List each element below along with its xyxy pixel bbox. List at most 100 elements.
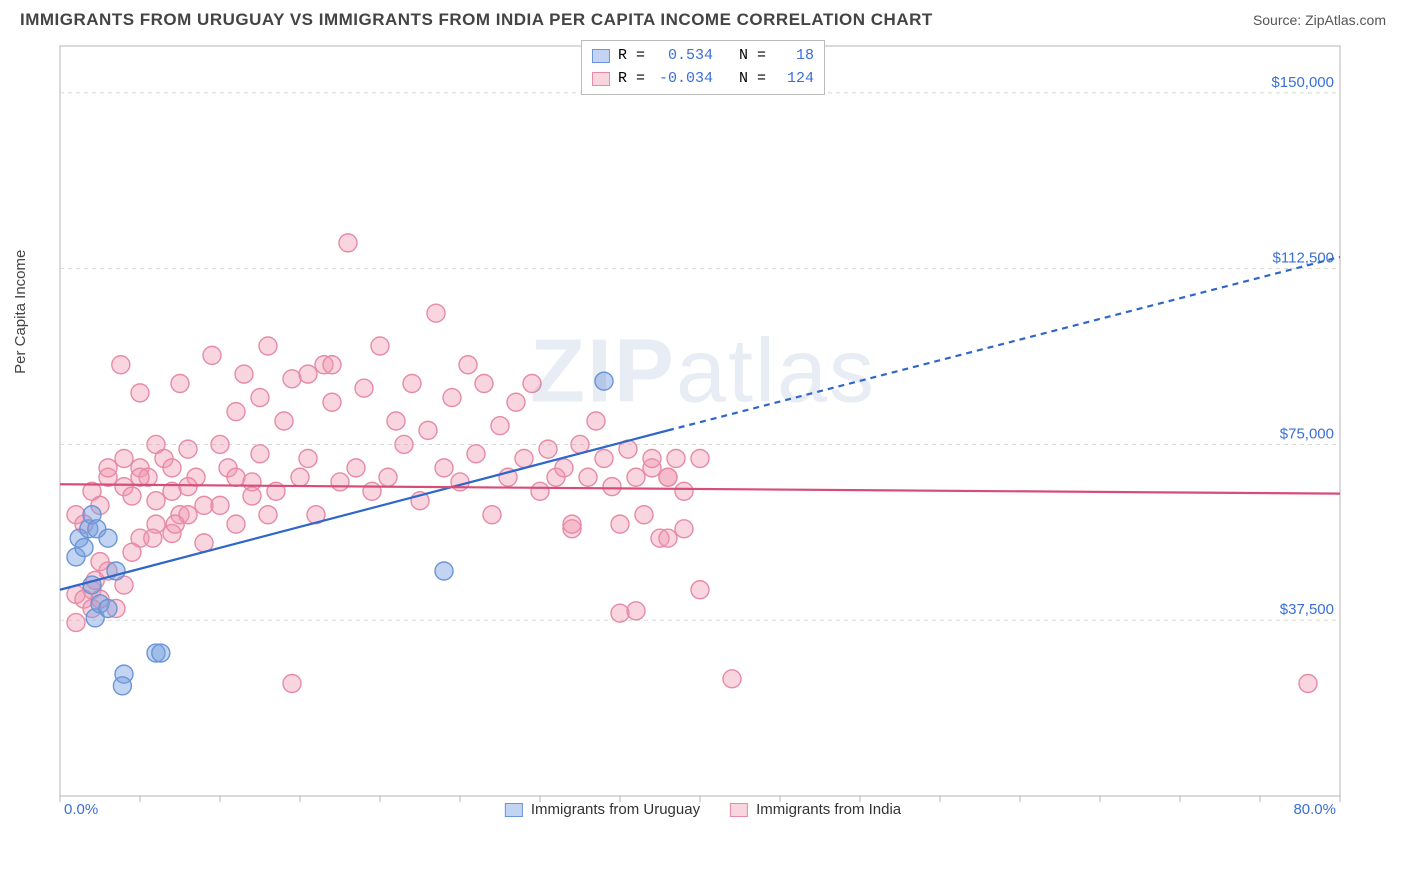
- data-point: [235, 365, 253, 383]
- data-point: [595, 372, 613, 390]
- data-point: [171, 375, 189, 393]
- data-point: [203, 346, 221, 364]
- legend-n-value: 18: [774, 45, 814, 68]
- data-point: [435, 459, 453, 477]
- data-point: [427, 304, 445, 322]
- data-point: [131, 384, 149, 402]
- data-point: [339, 234, 357, 252]
- data-point: [123, 487, 141, 505]
- data-point: [331, 473, 349, 491]
- data-point: [163, 459, 181, 477]
- svg-text:$37,500: $37,500: [1280, 601, 1334, 618]
- data-point: [147, 492, 165, 510]
- legend-r-label: R =: [618, 68, 645, 91]
- data-point: [227, 468, 245, 486]
- legend-stats: R = 0.534 N = 18R = -0.034 N = 124: [581, 40, 825, 95]
- data-point: [227, 403, 245, 421]
- data-point: [91, 553, 109, 571]
- data-point: [611, 604, 629, 622]
- data-point: [491, 417, 509, 435]
- data-point: [531, 482, 549, 500]
- data-point: [539, 440, 557, 458]
- data-point: [659, 529, 677, 547]
- data-point: [595, 450, 613, 468]
- data-point: [419, 421, 437, 439]
- data-point: [643, 450, 661, 468]
- data-point: [603, 478, 621, 496]
- data-point: [195, 534, 213, 552]
- data-point: [147, 435, 165, 453]
- data-point: [387, 412, 405, 430]
- data-point: [99, 600, 117, 618]
- data-point: [166, 515, 184, 533]
- source-label: Source: ZipAtlas.com: [1253, 12, 1386, 28]
- data-point: [144, 529, 162, 547]
- data-point: [179, 440, 197, 458]
- data-point: [259, 337, 277, 355]
- data-point: [243, 487, 261, 505]
- legend-r-label: R =: [618, 45, 645, 68]
- title-bar: IMMIGRANTS FROM URUGUAY VS IMMIGRANTS FR…: [0, 0, 1406, 36]
- svg-text:$150,000: $150,000: [1271, 74, 1334, 91]
- legend-n-value: 124: [774, 68, 814, 91]
- data-point: [75, 539, 93, 557]
- data-point: [635, 506, 653, 524]
- data-point: [251, 445, 269, 463]
- data-point: [523, 375, 541, 393]
- data-point: [515, 450, 533, 468]
- data-point: [347, 459, 365, 477]
- data-point: [323, 356, 341, 374]
- data-point: [675, 520, 693, 538]
- data-point: [179, 478, 197, 496]
- data-point: [227, 515, 245, 533]
- data-point: [99, 529, 117, 547]
- data-point: [99, 459, 117, 477]
- legend-n-label: N =: [721, 45, 766, 68]
- data-point: [435, 562, 453, 580]
- chart-container: Per Capita Income $37,500$75,000$112,500…: [20, 36, 1386, 836]
- data-point: [123, 543, 141, 561]
- data-point: [555, 459, 573, 477]
- data-point: [459, 356, 477, 374]
- legend-swatch: [592, 72, 610, 86]
- data-point: [627, 602, 645, 620]
- legend-stat-row: R = 0.534 N = 18: [592, 45, 814, 68]
- data-point: [379, 468, 397, 486]
- y-axis-label: Per Capita Income: [12, 250, 29, 374]
- data-point: [211, 435, 229, 453]
- data-point: [475, 375, 493, 393]
- x-axis-min: 0.0%: [64, 801, 98, 818]
- data-point: [67, 614, 85, 632]
- scatter-chart: $37,500$75,000$112,500$150,000: [20, 36, 1346, 836]
- data-point: [259, 506, 277, 524]
- data-point: [283, 675, 301, 693]
- data-point: [371, 337, 389, 355]
- data-point: [355, 379, 373, 397]
- x-axis-labels: 0.0% 80.0%: [60, 801, 1340, 818]
- trend-line-extrapolated: [668, 257, 1340, 430]
- data-point: [723, 670, 741, 688]
- data-point: [299, 450, 317, 468]
- legend-stat-row: R = -0.034 N = 124: [592, 68, 814, 91]
- chart-title: IMMIGRANTS FROM URUGUAY VS IMMIGRANTS FR…: [20, 10, 933, 30]
- svg-text:$75,000: $75,000: [1280, 425, 1334, 442]
- data-point: [611, 515, 629, 533]
- data-point: [211, 496, 229, 514]
- data-point: [251, 389, 269, 407]
- data-point: [467, 445, 485, 463]
- data-point: [152, 644, 170, 662]
- data-point: [113, 677, 131, 695]
- data-point: [403, 375, 421, 393]
- data-point: [291, 468, 309, 486]
- data-point: [299, 365, 317, 383]
- data-point: [507, 393, 525, 411]
- data-point: [323, 393, 341, 411]
- legend-n-label: N =: [721, 68, 766, 91]
- data-point: [112, 356, 130, 374]
- data-point: [675, 482, 693, 500]
- data-point: [283, 370, 301, 388]
- legend-swatch: [592, 49, 610, 63]
- legend-r-value: 0.534: [653, 45, 713, 68]
- data-point: [131, 468, 149, 486]
- data-point: [363, 482, 381, 500]
